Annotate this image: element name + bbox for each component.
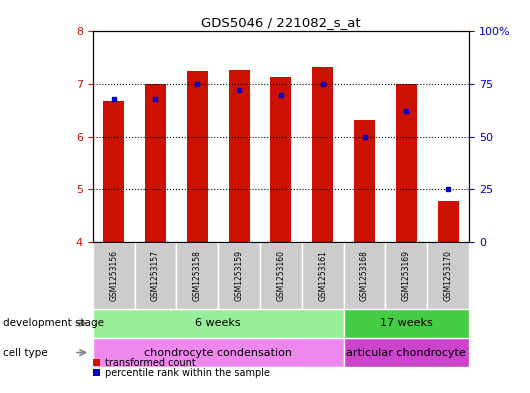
Text: GSM1253159: GSM1253159 [235,250,244,301]
Text: chondrocyte condensation: chondrocyte condensation [144,348,292,358]
Bar [270,77,292,242]
Bar [343,242,385,309]
Bar [176,242,218,309]
Text: GSM1253168: GSM1253168 [360,250,369,301]
Text: transformed count: transformed count [105,358,196,367]
Bar [135,242,176,309]
Text: GSM1253169: GSM1253169 [402,250,411,301]
Text: GSM1253157: GSM1253157 [151,250,160,301]
Bar [103,101,124,242]
Title: GDS5046 / 221082_s_at: GDS5046 / 221082_s_at [201,16,361,29]
Text: development stage: development stage [3,318,104,328]
Text: GSM1253156: GSM1253156 [109,250,118,301]
Bar [312,67,333,242]
Bar [343,338,469,367]
Text: articular chondrocyte: articular chondrocyte [347,348,466,358]
Bar [93,309,343,338]
Text: GSM1253161: GSM1253161 [318,250,327,301]
Text: GSM1253170: GSM1253170 [444,250,453,301]
Text: cell type: cell type [3,347,47,358]
Bar [427,242,469,309]
Bar [438,201,458,242]
Bar [145,84,166,242]
Bar [93,242,135,309]
Bar [343,309,469,338]
Bar [354,120,375,242]
Bar [385,242,427,309]
Text: 6 weeks: 6 weeks [196,318,241,328]
Bar [396,84,417,242]
Bar [260,242,302,309]
Bar [187,72,208,242]
Text: 17 weeks: 17 weeks [380,318,432,328]
Text: percentile rank within the sample: percentile rank within the sample [105,368,270,378]
Text: GSM1253158: GSM1253158 [193,250,202,301]
Text: GSM1253160: GSM1253160 [277,250,285,301]
Bar [93,359,100,366]
Bar [228,70,250,242]
Bar [218,242,260,309]
Bar [93,369,100,376]
Bar [302,242,343,309]
Bar [93,338,343,367]
